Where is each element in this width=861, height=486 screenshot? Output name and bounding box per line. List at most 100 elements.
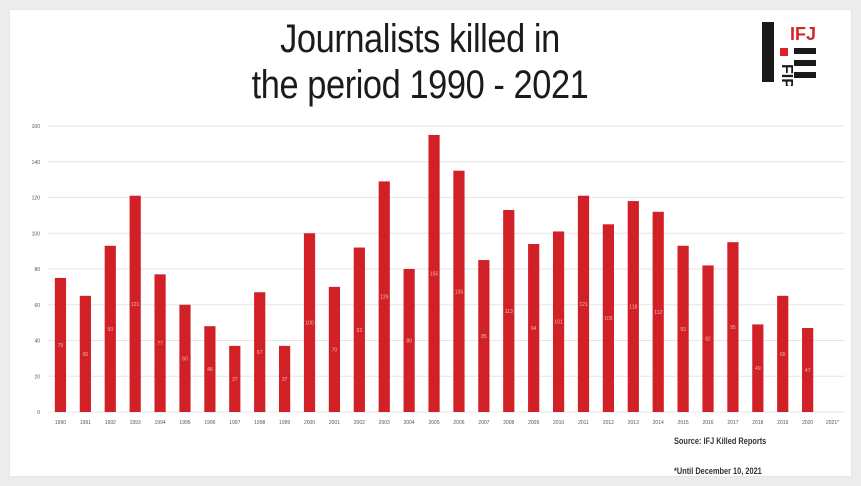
y-tick-label: 0 <box>37 410 40 416</box>
bar-value-label: 37 <box>282 377 288 383</box>
bar <box>353 247 365 412</box>
bar <box>154 274 166 412</box>
y-axis-ticks: 0 20 40 60 80 100 120 140 160 <box>32 124 41 416</box>
bar-value-label: 93 <box>680 327 686 333</box>
x-tick-label: 1990 <box>55 420 66 426</box>
bar <box>777 295 789 412</box>
x-tick-label: 2020 <box>802 420 813 426</box>
chart-title: Journalists killed in the period 1990 - … <box>214 16 627 108</box>
bar-value-label: 118 <box>629 305 637 311</box>
bar <box>652 211 664 412</box>
x-axis-ticks: 1990 1991 1992 1993 1994 1995 1996 1997 1998 1999… <box>55 420 839 426</box>
x-tick-label: 2017 <box>727 420 738 426</box>
y-tick-label: 20 <box>34 374 40 380</box>
x-tick-label: 2009 <box>528 420 539 426</box>
bar <box>104 245 116 412</box>
bar-value-label: 121 <box>579 302 588 308</box>
y-tick-label: 160 <box>32 124 41 130</box>
logo-text-fip: FIP <box>778 64 795 86</box>
title-line-1: Journalists killed in <box>280 17 560 61</box>
logo-bar-1 <box>794 48 816 54</box>
bar-value-label: 121 <box>131 302 140 308</box>
logo-text-ifj: IFJ <box>790 24 816 44</box>
x-tick-label: 2019 <box>777 420 788 426</box>
y-tick-label: 40 <box>34 339 40 345</box>
bar-value-label: 49 <box>755 366 761 372</box>
source-note: Source: IFJ Killed Reports <box>674 436 767 446</box>
title-line-2: the period 1990 - 2021 <box>251 63 589 107</box>
x-tick-label: 2006 <box>453 420 464 426</box>
bar <box>254 292 266 412</box>
x-tick-label: 1996 <box>204 420 215 426</box>
x-tick-label: 1995 <box>179 420 190 426</box>
bar <box>528 243 540 412</box>
bar-value-label: 113 <box>505 309 513 315</box>
bar <box>179 304 191 412</box>
ifj-logo: IFJ FIP <box>762 22 816 86</box>
bar <box>204 326 216 412</box>
x-tick-label: 1991 <box>80 420 91 426</box>
bar-value-label: 94 <box>531 326 537 332</box>
y-tick-label: 120 <box>32 196 41 202</box>
bars: 75 65 93 121 77 60 48 37 67 37 100 70 92 129 80 155 135 8… <box>54 134 814 412</box>
bar <box>802 327 814 412</box>
x-tick-label: 1998 <box>254 420 265 426</box>
bar-value-label: 155 <box>430 271 439 277</box>
bar-value-label: 129 <box>380 295 389 301</box>
bar-value-label: 65 <box>780 352 786 358</box>
x-tick-label: 2016 <box>702 420 713 426</box>
bar-value-label: 135 <box>455 289 464 295</box>
bar-value-label: 85 <box>481 334 487 340</box>
x-tick-label: 2004 <box>404 420 415 426</box>
bar <box>229 345 241 412</box>
bar-value-label: 105 <box>604 316 613 322</box>
bar <box>627 201 639 412</box>
x-tick-label: 1999 <box>279 420 290 426</box>
bar <box>453 170 465 412</box>
bar-value-label: 112 <box>654 310 662 316</box>
bar-value-label: 77 <box>157 341 163 347</box>
bar-value-label: 48 <box>207 367 213 373</box>
x-tick-label: 2007 <box>478 420 489 426</box>
x-tick-label: 2003 <box>379 420 390 426</box>
bar-value-label: 70 <box>332 347 338 353</box>
bar-value-label: 93 <box>107 327 113 333</box>
bar <box>702 265 714 412</box>
bar <box>577 195 590 412</box>
bar-value-label: 47 <box>805 368 811 374</box>
x-tick-label: 1997 <box>229 420 240 426</box>
logo-bar-2 <box>794 60 816 66</box>
bar-value-label: 95 <box>730 325 736 331</box>
x-tick-label: 2013 <box>628 420 639 426</box>
bar <box>727 242 739 412</box>
x-tick-label: 2021* <box>826 420 839 426</box>
bar-value-label: 67 <box>257 350 263 356</box>
bar <box>303 233 316 412</box>
x-tick-label: 1994 <box>155 420 166 426</box>
x-tick-label: 2015 <box>678 420 689 426</box>
bar <box>79 295 91 412</box>
y-tick-label: 100 <box>32 231 41 237</box>
logo-bar-3 <box>794 72 816 78</box>
bar-value-label: 65 <box>83 352 89 358</box>
y-tick-label: 60 <box>34 303 40 309</box>
bar <box>552 231 565 412</box>
grid-layer <box>48 125 845 413</box>
bar <box>752 324 764 412</box>
x-tick-label: 2005 <box>428 420 439 426</box>
y-tick-label: 140 <box>32 160 41 166</box>
x-tick-label: 2000 <box>304 420 315 426</box>
bar-value-label: 92 <box>357 328 363 334</box>
x-tick-label: 1992 <box>105 420 116 426</box>
x-tick-label: 2002 <box>354 420 365 426</box>
bar-value-label: 75 <box>58 343 64 349</box>
x-tick-label: 2018 <box>752 420 763 426</box>
x-tick-label: 2001 <box>329 420 340 426</box>
bar <box>328 286 341 412</box>
bar <box>403 269 415 412</box>
bar-value-label: 60 <box>182 356 188 362</box>
y-tick-label: 80 <box>34 267 40 273</box>
bar <box>428 134 440 412</box>
bar-value-label: 82 <box>705 337 711 343</box>
